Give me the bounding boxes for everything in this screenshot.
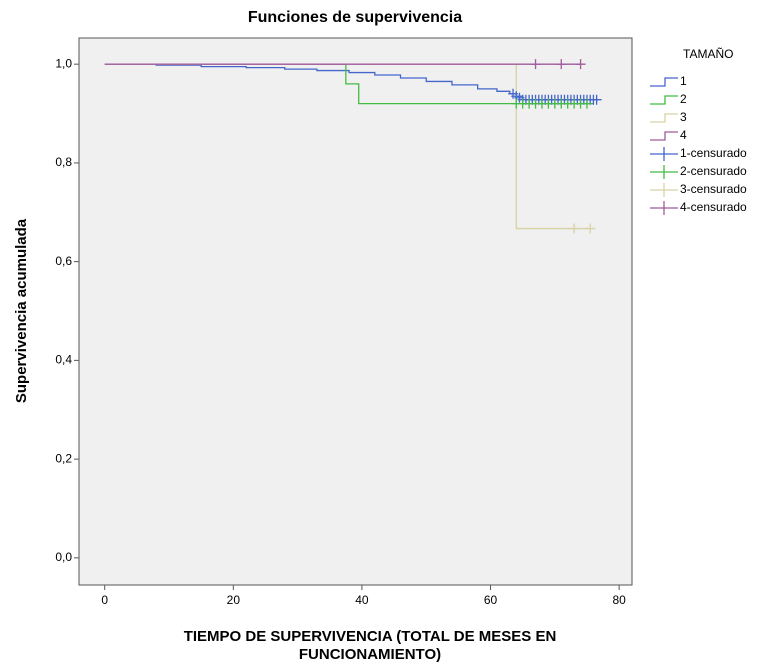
legend-label: 2-censurado — [680, 164, 747, 178]
y-tick-label: 0,8 — [55, 155, 72, 169]
x-tick-label: 80 — [612, 593, 626, 607]
censored-mark — [591, 94, 602, 105]
legend-icon — [650, 147, 678, 161]
y-tick-label: 0,4 — [55, 353, 72, 367]
x-axis-label: FUNCIONAMIENTO) — [299, 646, 441, 663]
plot-area — [78, 37, 633, 586]
legend-label: 4 — [680, 128, 687, 142]
y-tick-label: 1,0 — [55, 56, 72, 70]
legend-icon — [650, 95, 678, 105]
legend-icon — [650, 77, 678, 87]
y-axis-label: Supervivencia acumulada — [13, 218, 30, 403]
legend-label: 1 — [680, 74, 687, 88]
x-axis-label: TIEMPO DE SUPERVIVENCIA (TOTAL DE MESES … — [184, 628, 557, 645]
legend-label: 3-censurado — [680, 182, 747, 196]
y-tick-label: 0,6 — [55, 254, 72, 268]
y-tick-label: 0,0 — [55, 550, 72, 564]
legend-icon — [650, 131, 678, 141]
censored-mark — [585, 223, 596, 234]
legend-icon — [650, 201, 678, 215]
legend-icon — [650, 165, 678, 179]
y-tick-label: 0,2 — [55, 451, 72, 465]
x-tick-label: 0 — [101, 593, 108, 607]
x-tick-label: 40 — [355, 593, 369, 607]
censored-mark — [569, 223, 580, 234]
censored-mark — [575, 59, 586, 70]
censored-mark — [530, 59, 541, 70]
legend-title: TAMAÑO — [683, 47, 733, 61]
legend-label: 2 — [680, 92, 687, 106]
censored-mark — [581, 98, 592, 109]
legend-label: 4-censurado — [680, 200, 747, 214]
x-tick-label: 20 — [227, 593, 241, 607]
legend-icon — [650, 183, 678, 197]
x-tick-label: 60 — [484, 593, 498, 607]
legend-icon — [650, 113, 678, 123]
legend-label: 3 — [680, 110, 687, 124]
censored-mark — [556, 59, 567, 70]
chart-title: Funciones de supervivencia — [248, 9, 462, 26]
legend-label: 1-censurado — [680, 146, 747, 160]
